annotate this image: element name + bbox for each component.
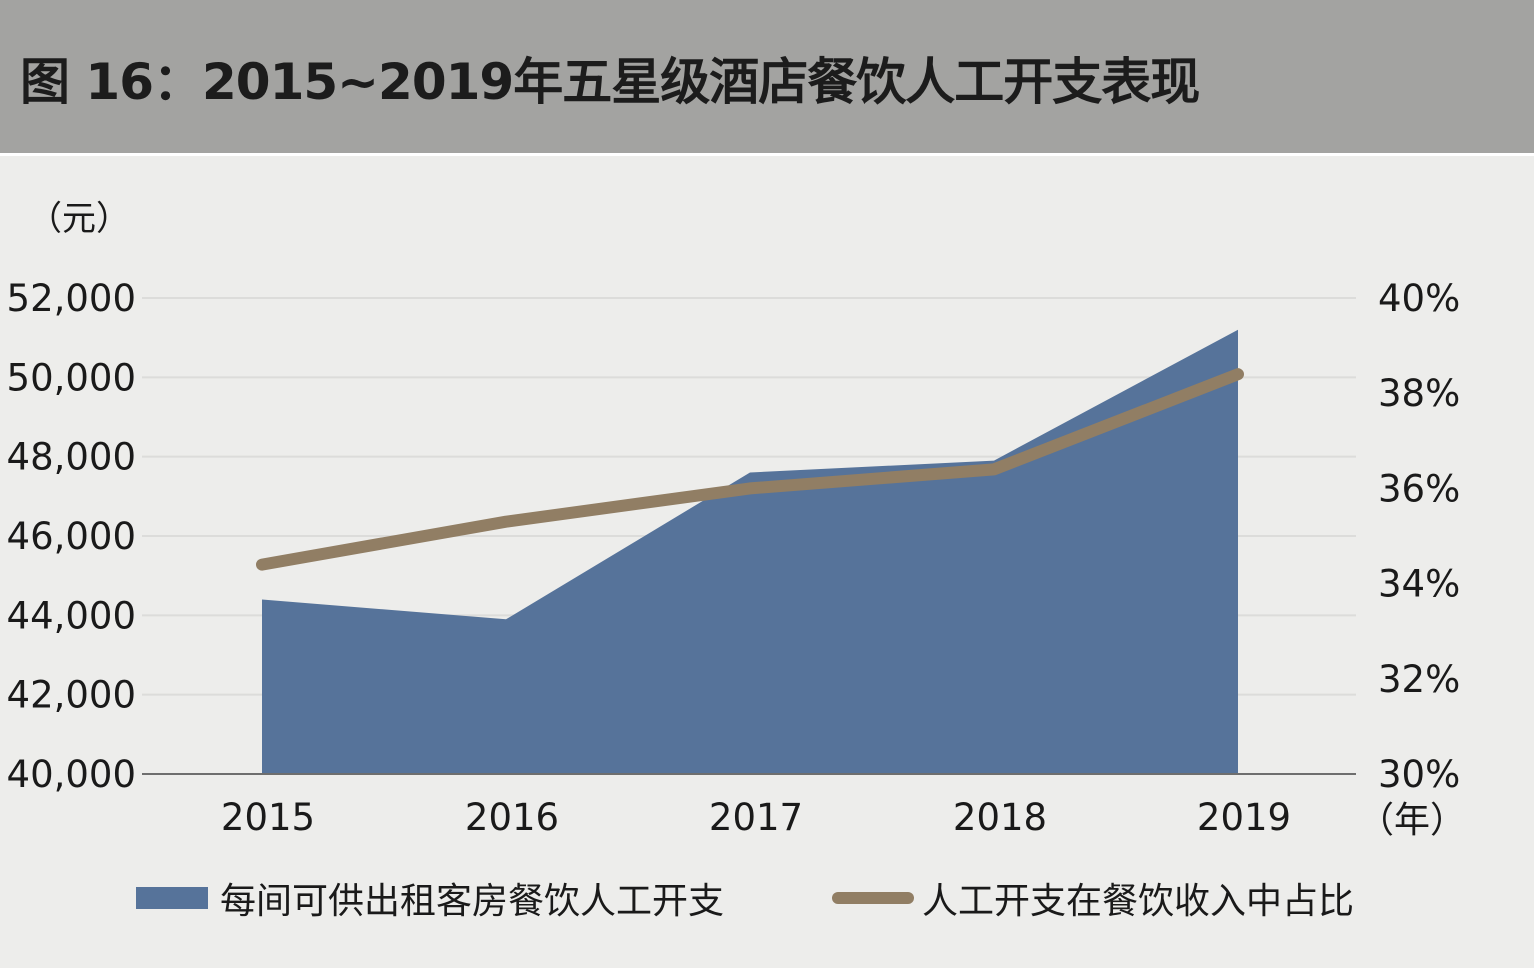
right-tick-label: 34% (1378, 563, 1460, 606)
left-tick-label: 44,000 (7, 594, 136, 637)
right-tick-label: 36% (1378, 467, 1460, 510)
line-path (256, 368, 1244, 571)
line-series (256, 368, 1244, 571)
x-tick-label: 2018 (953, 796, 1047, 839)
figure-header: 图 16：2015~2019年五星级酒店餐饮人工开支表现 (0, 0, 1534, 156)
legend-label-line: 人工开支在餐饮收入中占比 (922, 881, 1355, 922)
right-tick-label: 38% (1378, 372, 1460, 415)
left-tick-label: 42,000 (7, 674, 136, 717)
left-axis-unit: （元） (28, 199, 130, 239)
x-tick-label: 2017 (709, 796, 803, 839)
legend-swatch-line (832, 892, 914, 904)
left-tick-label: 52,000 (7, 277, 136, 320)
legend-item-area: 每间可供出租客房餐饮人工开支 (136, 876, 724, 922)
left-tick-label: 50,000 (7, 356, 136, 399)
area-series (262, 329, 1238, 774)
x-axis-unit: （年） (1358, 800, 1466, 841)
left-tick-label: 48,000 (7, 436, 136, 479)
legend-swatch-area (136, 887, 208, 909)
x-tick-label: 2015 (221, 796, 315, 839)
right-tick-label: 40% (1378, 277, 1460, 320)
legend-label-area: 每间可供出租客房餐饮人工开支 (220, 881, 725, 922)
figure-title: 图 16：2015~2019年五星级酒店餐饮人工开支表现 (20, 53, 1200, 111)
left-tick-label: 46,000 (7, 515, 136, 558)
left-tick-label: 40,000 (7, 753, 136, 796)
right-tick-label: 32% (1378, 658, 1460, 701)
right-axis-ticks: 30% 32% 34% 36% 38% 40% (1378, 277, 1460, 796)
x-tick-label: 2016 (465, 796, 559, 839)
left-axis-ticks: 40,000 42,000 44,000 46,000 48,000 50,000 52,0… (7, 277, 136, 796)
right-tick-label: 30% (1378, 753, 1460, 796)
x-axis-ticks: 2015 2016 2017 2018 2019 (221, 796, 1291, 839)
x-tick-label: 2019 (1197, 796, 1291, 839)
legend-item-line: 人工开支在餐饮收入中占比 (832, 876, 1354, 922)
area-fill (262, 329, 1238, 774)
